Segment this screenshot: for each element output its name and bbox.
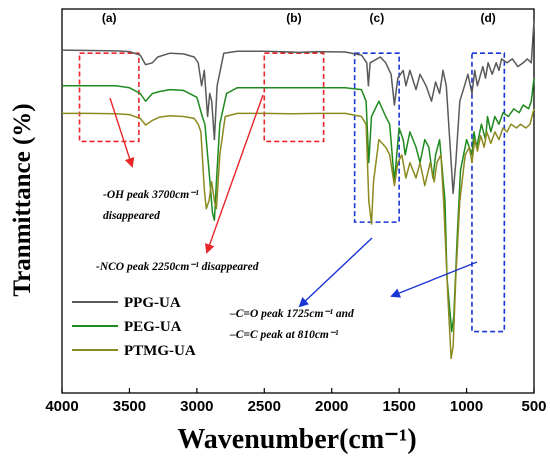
x-axis-ticks: 4000 3500 3000 2500 2000 1500 1000 500 <box>45 388 547 415</box>
annotation-arrows <box>109 94 478 308</box>
series-line-peg-ua <box>62 78 535 333</box>
annotation-co-line1: –C=O peak 1725cm⁻¹ and <box>229 308 354 320</box>
x-tick-label-4000: 4000 <box>45 398 78 415</box>
x-tick-label-2500: 2500 <box>248 398 281 415</box>
legend-label-ptmg: PTMG-UA <box>124 343 196 359</box>
region-box-4 <box>471 52 506 333</box>
legend-label-peg: PEG-UA <box>124 319 182 335</box>
x-tick-label-3000: 3000 <box>180 398 213 415</box>
arrow-co <box>298 237 373 308</box>
region-label-4: (d) <box>480 11 495 25</box>
region-label-1: (a) <box>102 11 117 25</box>
annotation-nco: -NCO peak 2250cm⁻¹ disappeared <box>96 261 259 273</box>
x-tick-label-2000: 2000 <box>315 398 348 415</box>
plot-frame <box>61 8 535 394</box>
series-line-ptmg-ua <box>62 108 535 360</box>
region-box-1 <box>78 52 140 143</box>
arrow-cc <box>390 261 478 298</box>
region-label-3: (c) <box>370 11 385 25</box>
region-box-2 <box>263 52 325 143</box>
x-tick-label-1000: 1000 <box>450 398 483 415</box>
series-group <box>61 20 535 360</box>
x-axis-title: Wavenumber(cm⁻¹) <box>177 424 416 455</box>
annotation-oh-line1: -OH peak 3700cm⁻¹ <box>103 189 199 201</box>
annotation-cc-line2: –C=C peak at 810cm⁻¹ <box>229 329 339 341</box>
x-tick-label-1500: 1500 <box>382 398 415 415</box>
x-tick-label-500: 500 <box>521 398 546 415</box>
series-line-ppg-ua <box>61 20 535 195</box>
x-tick-label-3500: 3500 <box>113 398 146 415</box>
arrow-nco <box>205 94 264 254</box>
y-axis-title: Tranmittance (%) <box>9 103 36 296</box>
region-box-3 <box>353 52 400 223</box>
legend-label-ppg: PPG-UA <box>124 295 181 311</box>
highlight-regions: (a) (b) (c) (d) <box>78 11 506 333</box>
annotation-oh-line2: disappeared <box>103 210 160 222</box>
legend: PPG-UA PEG-UA PTMG-UA <box>72 295 196 359</box>
arrow-oh <box>109 97 135 168</box>
region-label-2: (b) <box>286 11 301 25</box>
